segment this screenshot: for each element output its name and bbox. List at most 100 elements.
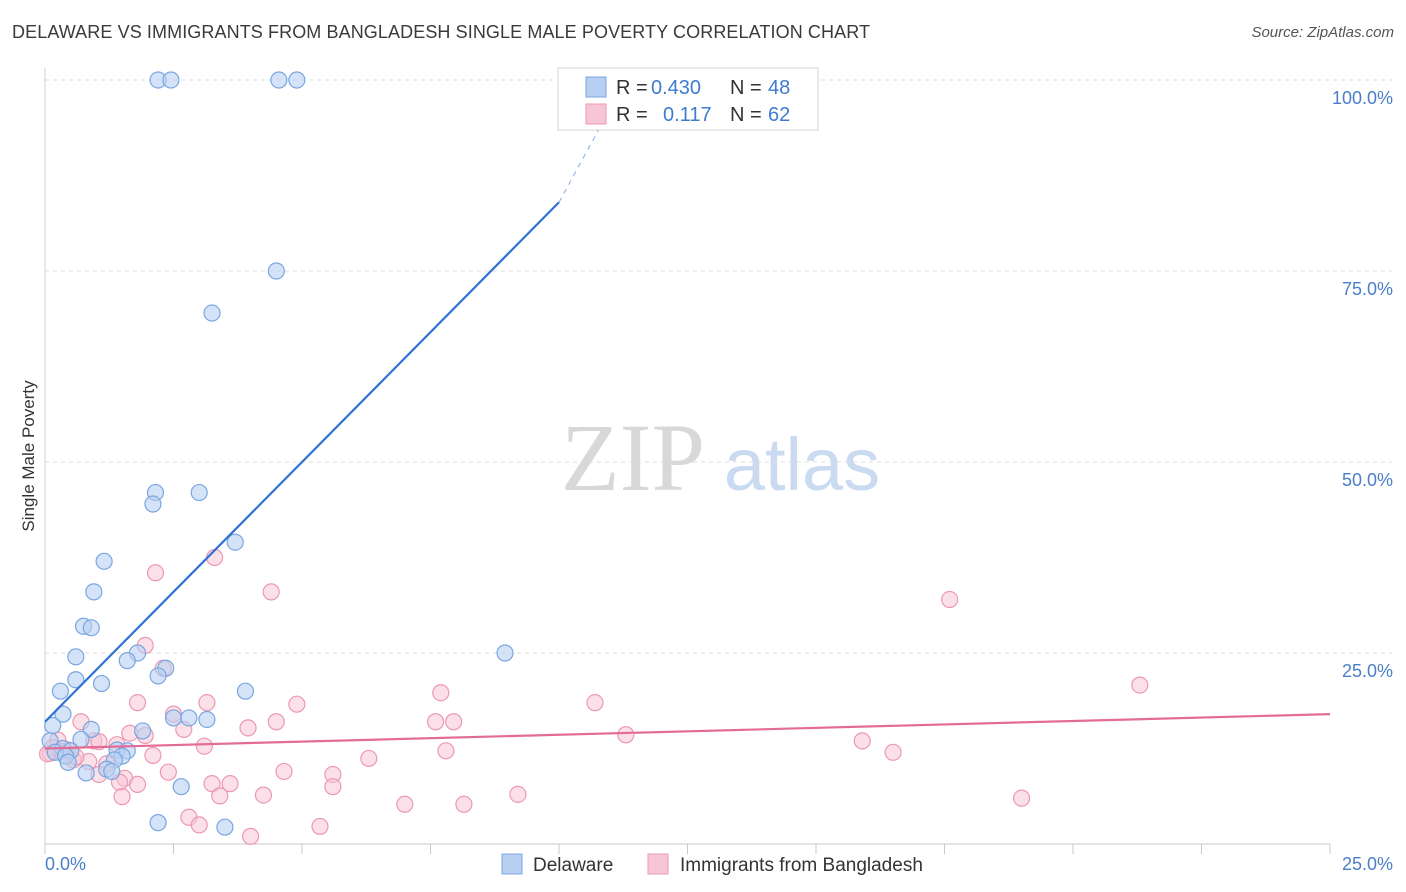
- legend-n-value-bangladesh: 62: [768, 104, 790, 126]
- delaware-point: [59, 753, 77, 771]
- bangladesh-point: [146, 564, 165, 582]
- trend-lines: [44, 79, 1331, 750]
- chart-title: DELAWARE VS IMMIGRANTS FROM BANGLADESH S…: [12, 22, 871, 42]
- delaware-point: [134, 722, 152, 740]
- delaware-point: [496, 644, 514, 662]
- delaware-point: [67, 648, 85, 666]
- series-delaware-points: [41, 71, 514, 836]
- bottom-legend-swatch-delaware: [501, 853, 523, 875]
- legend-swatch-delaware: [585, 76, 607, 98]
- bottom-legend: Delaware Immigrants from Bangladesh: [501, 853, 923, 876]
- bangladesh-point: [190, 816, 208, 834]
- bangladesh-point: [211, 787, 229, 805]
- delaware-point: [164, 709, 183, 727]
- x-tick-label-1: 25.0%: [1342, 854, 1393, 874]
- delaware-point: [149, 814, 167, 832]
- bangladesh-point: [195, 737, 213, 755]
- bangladesh-point: [203, 775, 221, 793]
- bangladesh-point: [586, 694, 604, 712]
- legend-r-value-delaware: 0.430: [651, 77, 701, 99]
- bangladesh-point: [617, 726, 635, 744]
- x-axis: 0.0% 25.0%: [44, 843, 1393, 874]
- bangladesh-point: [427, 713, 445, 731]
- legend-n-value-delaware: 48: [768, 77, 790, 99]
- bottom-legend-label-bangladesh: Immigrants from Bangladesh: [680, 855, 923, 876]
- delaware-point: [149, 667, 167, 685]
- bangladesh-point: [288, 695, 306, 713]
- bangladesh-point: [275, 762, 293, 781]
- delaware-point: [95, 552, 113, 570]
- bangladesh-point: [128, 694, 147, 712]
- legend-r-label-bangladesh: R =: [616, 104, 648, 126]
- series-bangladesh-points: [38, 548, 1149, 845]
- delaware-point: [198, 710, 216, 729]
- legend-box: R = 0.430 N = 48 R = 0.117 N = 62: [557, 67, 819, 131]
- bangladesh-point: [90, 733, 108, 751]
- bangladesh-point: [311, 817, 329, 836]
- y-axis-label: Single Male Poverty: [19, 380, 38, 532]
- legend-r-label-delaware: R =: [616, 77, 648, 99]
- delaware-point: [190, 483, 208, 502]
- delaware-point: [144, 495, 162, 513]
- delaware-point: [288, 71, 306, 89]
- bangladesh-point: [1131, 676, 1149, 694]
- bangladesh-point: [432, 684, 450, 702]
- delaware-point: [270, 71, 288, 89]
- bangladesh-point: [262, 583, 280, 601]
- bangladesh-point: [853, 732, 871, 750]
- bangladesh-point: [1012, 789, 1031, 807]
- bangladesh-point: [242, 827, 260, 845]
- bangladesh-point: [113, 788, 131, 806]
- delaware-point: [267, 262, 285, 280]
- legend-r-value-bangladesh: 0.117: [663, 104, 712, 126]
- bangladesh-point: [941, 590, 959, 609]
- bangladesh-point: [455, 795, 473, 813]
- bangladesh-point: [144, 746, 162, 764]
- delaware-point: [82, 720, 100, 739]
- delaware-point: [172, 778, 190, 796]
- bottom-legend-label-delaware: Delaware: [533, 855, 613, 876]
- bangladesh-point: [360, 749, 378, 768]
- bangladesh-point: [128, 775, 147, 794]
- delaware-point: [162, 71, 180, 89]
- y-axis-ticks: 25.0% 50.0% 75.0% 100.0%: [1332, 88, 1393, 681]
- bangladesh-point: [198, 694, 216, 712]
- bangladesh-point: [239, 719, 257, 737]
- bangladesh-point: [267, 713, 285, 731]
- delaware-point: [203, 304, 221, 322]
- bangladesh-point: [159, 763, 177, 781]
- y-tick-label-100: 100.0%: [1332, 88, 1393, 108]
- delaware-point: [236, 682, 255, 700]
- delaware-point: [103, 762, 121, 781]
- delaware-point: [216, 818, 234, 836]
- y-tick-label-75: 75.0%: [1342, 279, 1393, 299]
- bangladesh-point: [324, 778, 342, 796]
- bangladesh-point: [396, 795, 414, 813]
- bangladesh-point: [509, 785, 527, 803]
- legend-swatch-bangladesh: [585, 103, 607, 125]
- bottom-legend-swatch-bangladesh: [647, 853, 669, 875]
- delaware-point: [67, 671, 85, 689]
- delaware-trend-extension: [558, 79, 627, 203]
- delaware-point: [85, 583, 103, 601]
- delaware-point: [92, 674, 111, 693]
- bangladesh-point: [437, 742, 455, 760]
- source-credit: Source: ZipAtlas.com: [1251, 24, 1394, 41]
- delaware-point: [82, 619, 100, 637]
- y-tick-label-25: 25.0%: [1342, 661, 1393, 681]
- watermark-atlas: atlas: [724, 423, 880, 506]
- delaware-point: [118, 652, 136, 670]
- delaware-point: [54, 705, 72, 723]
- x-tick-label-0: 0.0%: [45, 854, 86, 874]
- bangladesh-trend-line: [44, 713, 1331, 750]
- delaware-point: [51, 682, 70, 700]
- bangladesh-point: [254, 786, 273, 804]
- legend-n-label-delaware: N =: [730, 77, 762, 99]
- legend-n-label-bangladesh: N =: [730, 104, 762, 126]
- y-tick-label-50: 50.0%: [1342, 470, 1393, 490]
- bangladesh-point: [445, 713, 463, 731]
- delaware-trend-line: [44, 201, 560, 723]
- bangladesh-point: [884, 743, 902, 761]
- delaware-point: [180, 709, 198, 727]
